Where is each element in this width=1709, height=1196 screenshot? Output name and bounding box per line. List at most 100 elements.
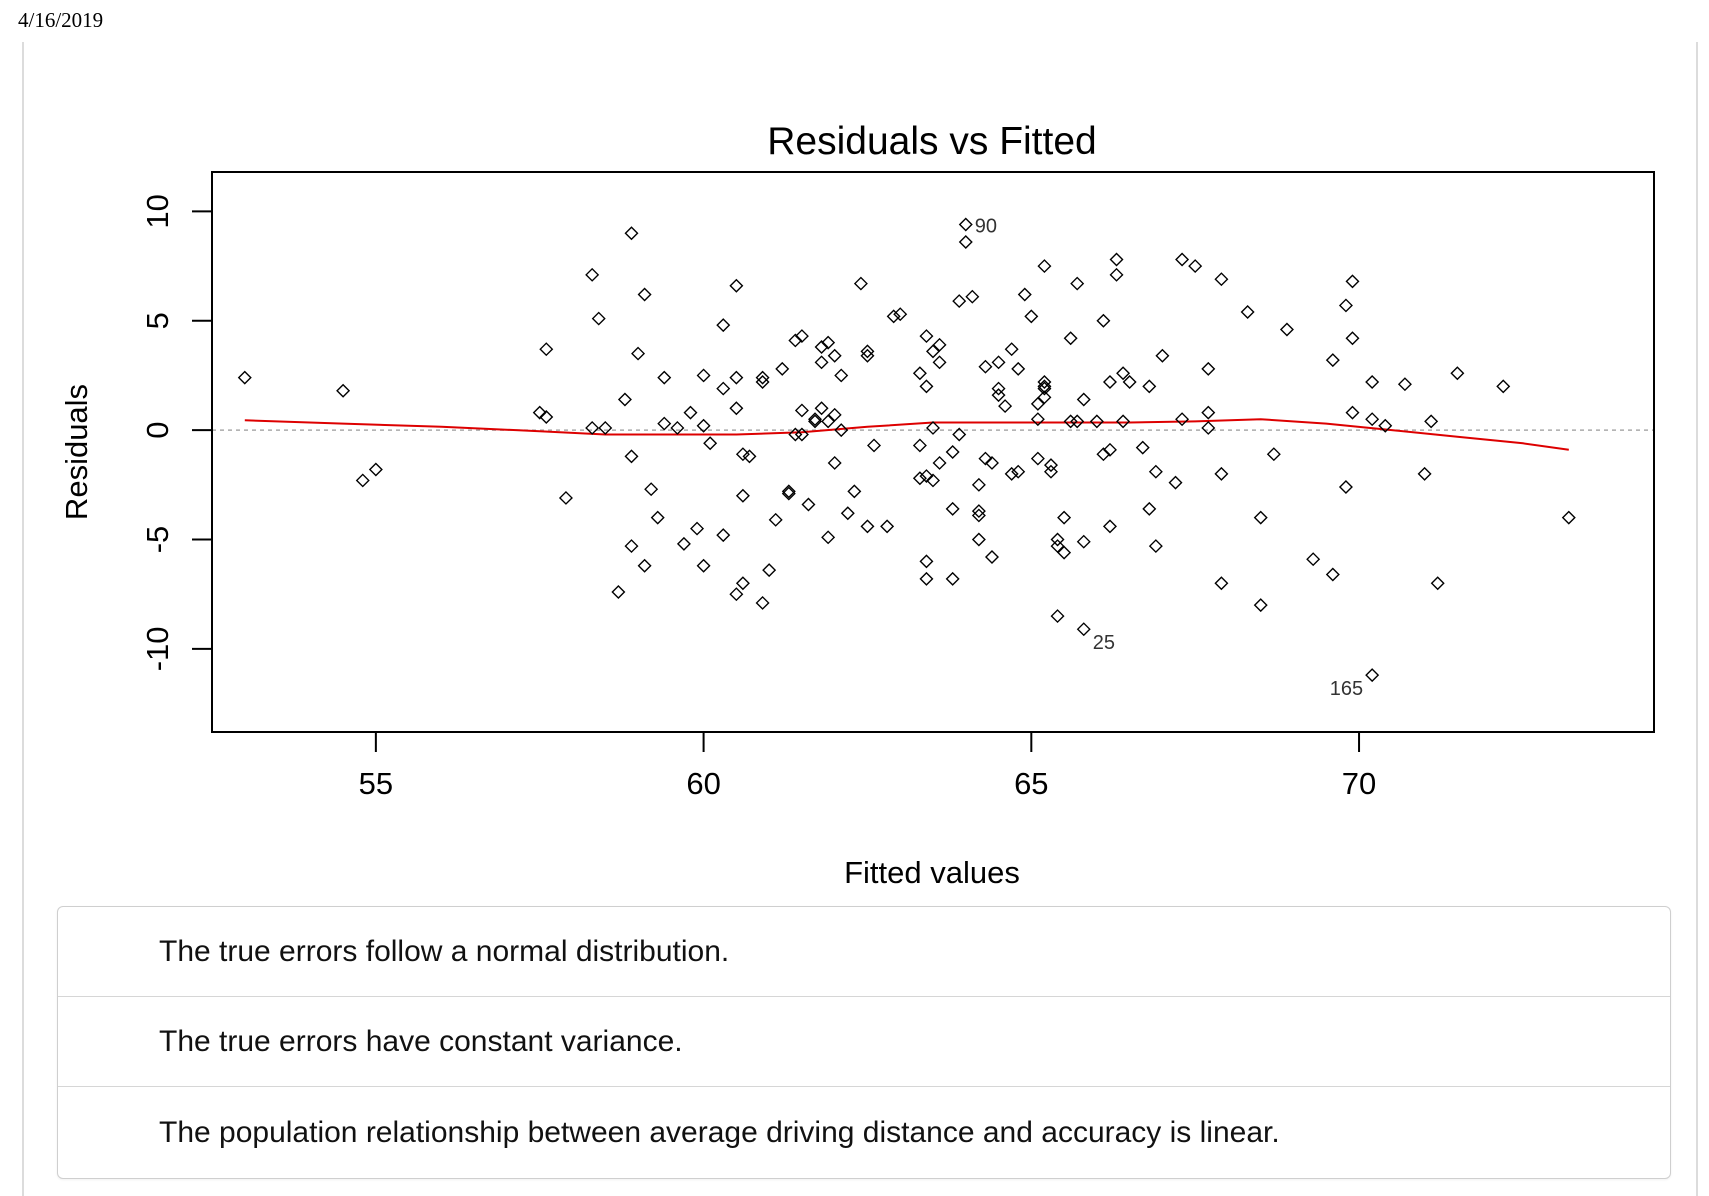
data-point [1338,298,1353,313]
data-point [926,420,940,435]
data-point [742,449,757,464]
data-point [676,536,691,551]
smooth-line-layer [244,418,1569,451]
data-point [1201,420,1216,435]
data-point [971,504,986,519]
data-point [1076,622,1091,637]
data-point [801,497,816,512]
data-point [971,532,986,547]
data-point [1142,501,1157,516]
data-point [1365,668,1380,683]
data-point [912,471,927,486]
data-point [1201,361,1216,376]
option-constant-variance[interactable]: The true errors have constant variance. [58,997,1670,1087]
data-point [860,348,875,363]
data-point [1011,361,1026,376]
x-axis-label: Fitted values [844,855,1020,890]
x-tick-label: 65 [1014,766,1048,801]
data-point [696,558,711,573]
data-point [919,329,934,344]
data-point [1017,287,1032,302]
data-point [762,563,777,578]
data-point [1096,313,1111,328]
data-point [1070,276,1085,291]
data-point [794,329,809,344]
data-point [1135,440,1150,455]
data-point [814,355,829,370]
data-point [827,348,842,363]
data-point [1378,418,1393,433]
data-point [827,455,842,470]
data-point [1070,414,1085,429]
data-point [237,370,252,385]
chart-title: Residuals vs Fitted [767,120,1096,163]
data-point [532,405,547,420]
data-point [768,512,783,527]
data-point [1043,464,1058,479]
y-axis: -10 -5 0 5 10 [140,194,212,671]
data-point [775,361,790,376]
data-point [735,447,750,462]
data-point [368,462,383,477]
data-point [1057,545,1072,560]
data-point [860,519,875,534]
data-point [637,287,652,302]
data-point [788,427,803,442]
points-layer [237,217,1576,683]
data-point [971,477,986,492]
y-tick-label: -5 [140,526,175,554]
data-point [1102,442,1117,457]
data-point [985,455,999,470]
data-point [978,359,993,374]
data-point [945,501,960,516]
option-normal-errors[interactable]: The true errors follow a normal distribu… [58,907,1670,997]
data-point [703,436,718,451]
data-point [808,414,823,429]
data-point [958,235,973,249]
data-point [1096,447,1111,462]
data-point [1063,331,1078,346]
data-point [926,473,940,488]
data-point [1365,412,1380,427]
data-point [617,392,632,407]
data-point [814,340,829,354]
data-point [1030,396,1045,411]
data-point [1050,609,1065,624]
option-linear-relationship[interactable]: The population relationship between aver… [159,1115,1280,1149]
data-point [781,484,796,499]
data-point [1004,342,1019,357]
data-point [1345,274,1360,289]
data-point [1011,464,1026,479]
y-axis-label: Residuals [59,384,94,520]
data-point [893,307,908,322]
data-point [624,449,639,464]
x-tick-label: 60 [686,766,720,801]
data-point [834,368,849,383]
data-point [716,528,731,543]
data-point [690,521,705,536]
data-point [998,399,1013,414]
data-point [1168,475,1183,490]
data-point [932,355,947,370]
data-point [1037,375,1052,389]
data-point [965,289,980,304]
outlier-label-25: 25 [1093,632,1115,654]
data-point [755,375,770,389]
data-point [978,451,993,466]
data-point [1175,252,1190,267]
data-point [834,423,849,438]
data-point [336,383,351,398]
data-point [1279,322,1294,337]
data-point [1430,576,1445,591]
data-point [1057,510,1072,525]
data-point [1306,552,1321,567]
data-point [847,484,862,499]
content-border-right [1696,42,1698,1196]
data-point [650,510,665,525]
data-point [1076,534,1091,549]
data-point [729,401,744,416]
data-point [755,595,770,610]
data-point [1253,598,1268,613]
data-point [631,346,646,361]
data-point [985,550,999,564]
